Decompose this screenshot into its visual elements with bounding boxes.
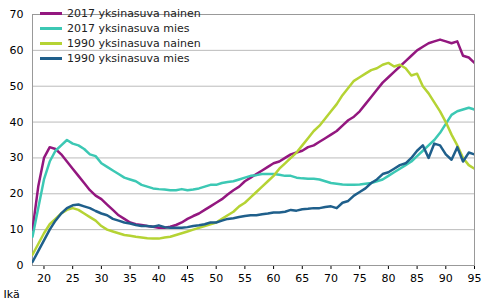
svg-text:45: 45 (180, 272, 194, 285)
svg-text:95: 95 (468, 272, 482, 285)
svg-text:40: 40 (10, 116, 24, 129)
svg-text:50: 50 (209, 272, 223, 285)
svg-text:35: 35 (123, 272, 137, 285)
svg-text:90: 90 (439, 272, 453, 285)
svg-text:20: 20 (10, 187, 24, 200)
svg-text:0: 0 (17, 259, 24, 272)
svg-text:50: 50 (10, 80, 24, 93)
svg-text:30: 30 (94, 272, 108, 285)
html-text:1990 yksinasuva nainen: 1990 yksinasuva nainen (67, 37, 201, 50)
svg-text:60: 60 (10, 44, 24, 57)
svg-text:10: 10 (10, 223, 24, 236)
svg-text:40: 40 (152, 272, 166, 285)
svg-text:75: 75 (353, 272, 367, 285)
svg-text:55: 55 (238, 272, 252, 285)
svg-text:85: 85 (410, 272, 424, 285)
svg-text:70: 70 (10, 8, 24, 21)
html-text:1990 yksinasuva mies: 1990 yksinasuva mies (67, 52, 190, 65)
svg-text:60: 60 (267, 272, 281, 285)
svg-text:30: 30 (10, 151, 24, 164)
svg-text:20: 20 (37, 272, 51, 285)
svg-text:80: 80 (381, 272, 395, 285)
svg-text:65: 65 (295, 272, 309, 285)
svg-text:25: 25 (66, 272, 80, 285)
svg-text:70: 70 (324, 272, 338, 285)
svg-text:Ikä: Ikä (4, 288, 20, 301)
html-text:2017 yksinasuva mies: 2017 yksinasuva mies (67, 22, 190, 35)
html-text:2017 yksinasuva nainen: 2017 yksinasuva nainen (67, 7, 201, 20)
